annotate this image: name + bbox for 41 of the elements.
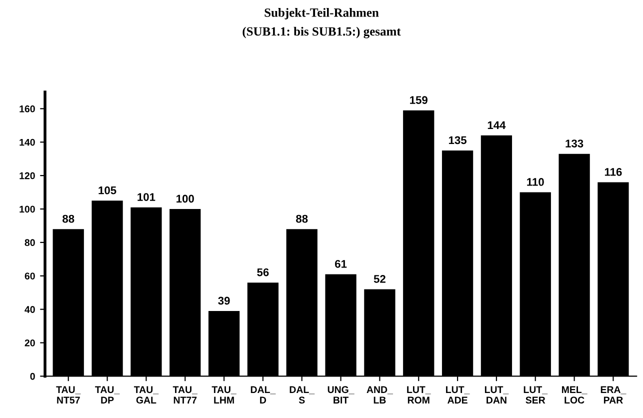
x-tick-label: MEL_ LOC bbox=[562, 386, 588, 404]
data-label: 135 bbox=[448, 136, 467, 144]
data-label: 101 bbox=[138, 193, 156, 201]
data-label: 105 bbox=[98, 186, 116, 194]
y-tick-label: 100 bbox=[20, 206, 35, 213]
data-label: 133 bbox=[566, 140, 584, 148]
data-label: 56 bbox=[257, 268, 269, 276]
data-label: 100 bbox=[176, 194, 194, 203]
y-tick-label: 60 bbox=[24, 272, 35, 280]
x-tick-label: UNG_ BIT bbox=[328, 386, 354, 404]
data-label: 159 bbox=[410, 96, 428, 104]
y-tick-label: 120 bbox=[20, 172, 35, 180]
x-tick-label: AND_ LB bbox=[366, 386, 394, 404]
x-tick-label: TAU_ NT77 bbox=[172, 386, 198, 404]
data-label: 116 bbox=[604, 168, 622, 176]
x-tick-label: DAL_ D bbox=[250, 386, 276, 404]
data-label: 88 bbox=[62, 214, 74, 223]
data-label: 144 bbox=[488, 121, 506, 129]
data-label: 52 bbox=[374, 275, 386, 283]
y-tick-label: 160 bbox=[20, 105, 35, 112]
x-tick-label: TAU_ DP bbox=[95, 386, 120, 404]
y-tick-label: 140 bbox=[20, 138, 35, 146]
y-tick-label: 0 bbox=[30, 372, 35, 380]
y-tick-label: 40 bbox=[24, 306, 35, 313]
x-tick-label: LUT_ SER bbox=[524, 386, 548, 404]
chart-title: Subjekt-Teil-Rahmen bbox=[264, 8, 379, 20]
data-label: 110 bbox=[527, 178, 544, 186]
data-label: 61 bbox=[335, 260, 347, 268]
x-tick-label: LUT_ ADE bbox=[446, 386, 470, 404]
x-tick-label: TAU_ LHM bbox=[212, 386, 236, 404]
x-tick-label: DAL_ S bbox=[290, 386, 315, 404]
x-tick-label: TAU_ NT57 bbox=[56, 386, 81, 404]
x-tick-label: ERA_ PAR bbox=[600, 386, 626, 404]
y-tick-label: 80 bbox=[24, 239, 35, 246]
x-tick-label: LUT_ DAN bbox=[484, 386, 509, 404]
x-tick-label: LUT_ ROM bbox=[407, 386, 431, 404]
y-tick-label: 20 bbox=[24, 339, 35, 346]
chart-subtitle: (SUB1.1: bis SUB1.5:) gesamt bbox=[242, 26, 401, 38]
data-label: 88 bbox=[296, 214, 308, 223]
x-tick-label: TAU_ GAL bbox=[134, 386, 159, 404]
data-label: 39 bbox=[218, 296, 230, 305]
